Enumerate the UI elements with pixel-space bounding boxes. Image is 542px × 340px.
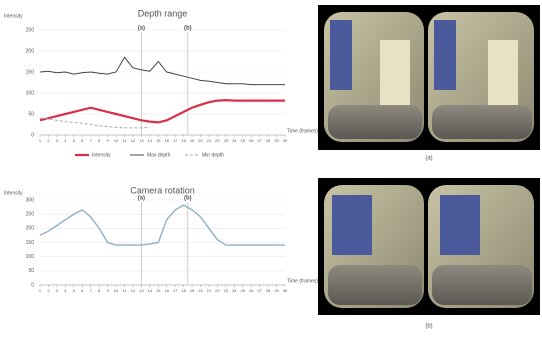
annotation-label: (a) xyxy=(138,196,145,202)
x-tick-label: 2 xyxy=(47,288,50,293)
x-tick-label: 3 xyxy=(56,288,59,293)
x-axis-label: Time (frames) xyxy=(287,128,318,134)
y-tick-label: 0 xyxy=(31,132,34,138)
x-tick-label: 14 xyxy=(148,138,153,143)
x-tick-label: 24 xyxy=(232,288,237,293)
series-line xyxy=(40,205,285,245)
photo-pair-b xyxy=(318,178,540,315)
x-tick-label: 12 xyxy=(131,138,136,143)
x-tick-label: 14 xyxy=(148,288,153,293)
legend-label: Min depth xyxy=(202,152,224,158)
x-tick-label: 19 xyxy=(190,138,195,143)
x-tick-label: 30 xyxy=(283,288,288,293)
x-tick-label: 27 xyxy=(257,288,262,293)
x-tick-label: 30 xyxy=(283,138,288,143)
y-tick-label: 50 xyxy=(28,268,34,274)
x-tick-label: 28 xyxy=(266,288,271,293)
chart-title: Camera rotation xyxy=(130,185,195,195)
y-tick-label: 300 xyxy=(26,197,35,203)
x-tick-label: 11 xyxy=(122,288,127,293)
x-tick-label: 4 xyxy=(64,288,67,293)
x-tick-label: 25 xyxy=(241,138,246,143)
x-tick-label: 17 xyxy=(173,288,178,293)
y-tick-label: 200 xyxy=(26,226,35,232)
x-tick-label: 28 xyxy=(266,138,271,143)
x-tick-label: 6 xyxy=(81,138,84,143)
x-tick-label: 5 xyxy=(73,288,76,293)
x-tick-label: 2 xyxy=(47,138,50,143)
annotation-label: (a) xyxy=(138,26,145,32)
legend-label: Max depth xyxy=(147,152,171,158)
x-tick-label: 1 xyxy=(39,288,42,293)
panel-label: (b) xyxy=(425,324,432,330)
x-tick-label: 22 xyxy=(215,288,220,293)
x-tick-label: 23 xyxy=(224,288,229,293)
y-axis-label: Intensity xyxy=(4,190,23,196)
x-tick-label: 15 xyxy=(156,288,161,293)
x-tick-label: 3 xyxy=(56,138,59,143)
legend-label: Intensity xyxy=(92,152,111,158)
panel-label: (a) xyxy=(425,156,432,162)
x-tick-label: 29 xyxy=(274,288,279,293)
x-tick-label: 22 xyxy=(215,138,220,143)
x-tick-label: 16 xyxy=(164,138,169,143)
chart-title: Depth range xyxy=(138,8,188,18)
y-axis-label: Intensity xyxy=(4,13,23,19)
x-tick-label: 13 xyxy=(139,138,144,143)
x-tick-label: 25 xyxy=(241,288,246,293)
x-tick-label: 27 xyxy=(257,138,262,143)
x-axis-label: Time (frames) xyxy=(287,278,318,284)
x-tick-label: 6 xyxy=(81,288,84,293)
x-tick-label: 7 xyxy=(90,138,93,143)
x-tick-label: 11 xyxy=(122,138,127,143)
figure: (a) (b) Depth range Intensity Time (frames… xyxy=(0,0,542,335)
x-tick-label: 9 xyxy=(106,288,109,293)
annotation-label: (b) xyxy=(184,196,192,202)
x-tick-label: 18 xyxy=(181,138,186,143)
x-tick-label: 21 xyxy=(207,288,212,293)
x-tick-label: 18 xyxy=(181,288,186,293)
y-tick-label: 200 xyxy=(26,48,35,54)
series-line xyxy=(40,57,285,84)
x-tick-label: 23 xyxy=(224,138,229,143)
x-tick-label: 8 xyxy=(98,288,101,293)
x-tick-label: 9 xyxy=(106,138,109,143)
annotation-label: (b) xyxy=(184,26,192,32)
y-tick-label: 150 xyxy=(26,240,35,246)
y-tick-label: 100 xyxy=(26,254,35,260)
x-tick-label: 13 xyxy=(139,288,144,293)
x-tick-label: 29 xyxy=(274,138,279,143)
y-tick-label: 150 xyxy=(26,69,35,75)
x-tick-label: 12 xyxy=(131,288,136,293)
series-line xyxy=(40,100,285,122)
x-tick-label: 10 xyxy=(114,138,119,143)
x-tick-label: 16 xyxy=(164,288,169,293)
x-tick-label: 7 xyxy=(90,288,93,293)
y-tick-label: 50 xyxy=(28,111,34,117)
series-line xyxy=(40,118,150,128)
x-tick-label: 1 xyxy=(39,138,42,143)
x-tick-label: 10 xyxy=(114,288,119,293)
y-tick-label: 100 xyxy=(26,90,35,96)
x-tick-label: 8 xyxy=(98,138,101,143)
x-tick-label: 17 xyxy=(173,138,178,143)
photo-pair-a xyxy=(318,5,540,150)
x-tick-label: 15 xyxy=(156,138,161,143)
x-tick-label: 5 xyxy=(73,138,76,143)
x-tick-label: 26 xyxy=(249,288,254,293)
y-tick-label: 0 xyxy=(31,282,34,288)
x-tick-label: 19 xyxy=(190,288,195,293)
x-tick-label: 20 xyxy=(198,138,203,143)
x-tick-label: 20 xyxy=(198,288,203,293)
x-tick-label: 21 xyxy=(207,138,212,143)
x-tick-label: 26 xyxy=(249,138,254,143)
x-tick-label: 4 xyxy=(64,138,67,143)
x-tick-label: 24 xyxy=(232,138,237,143)
y-tick-label: 250 xyxy=(26,211,35,217)
y-tick-label: 250 xyxy=(26,27,35,33)
